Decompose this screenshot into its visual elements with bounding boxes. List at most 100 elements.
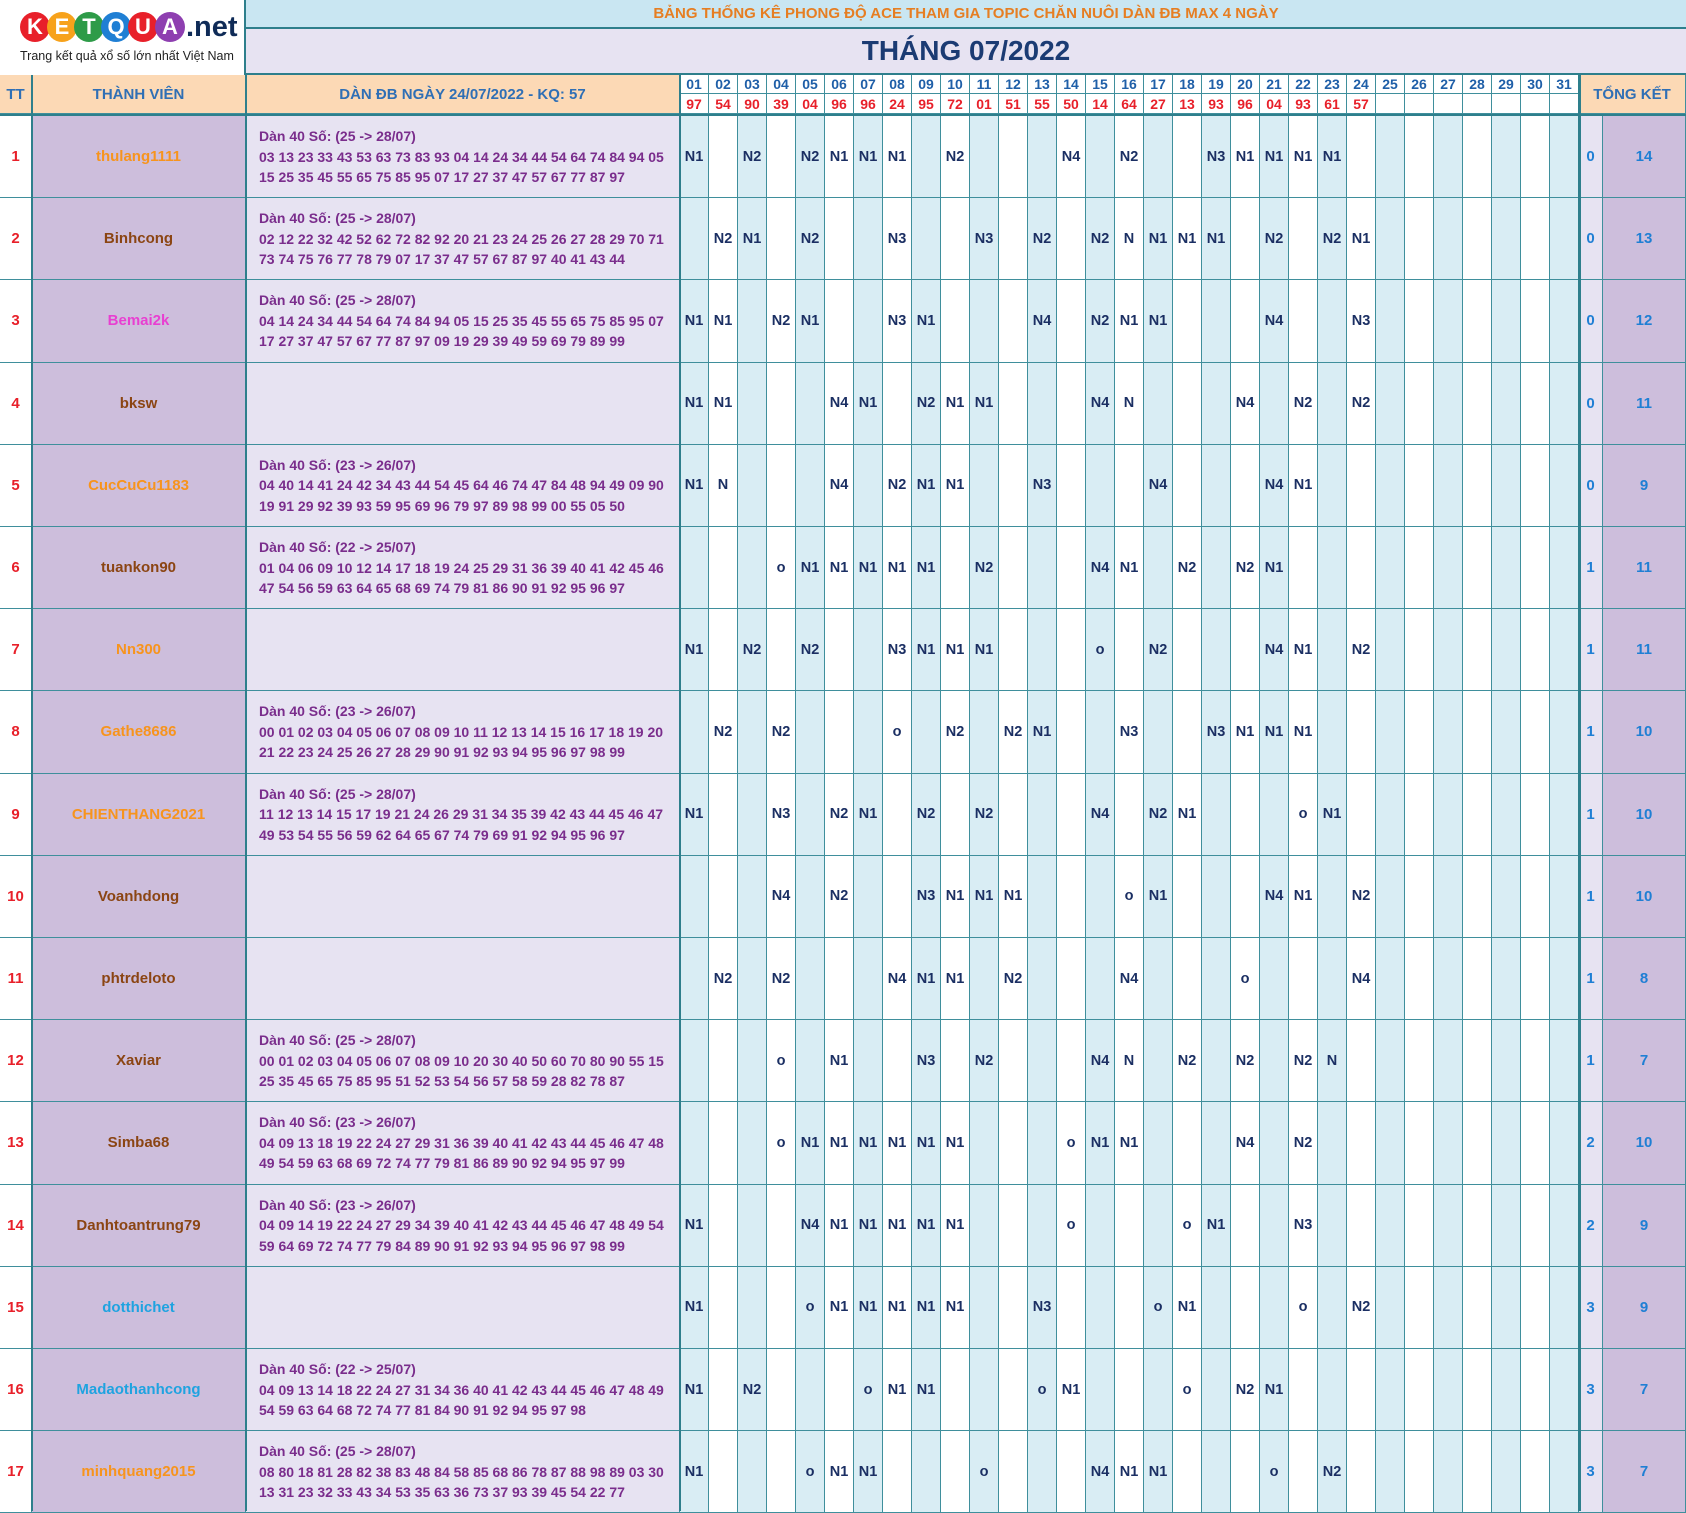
day-cell <box>1086 938 1115 1021</box>
day-cell <box>1173 691 1202 774</box>
dan-numbers: Dàn 40 Số: (22 -> 25/07) 01 04 06 09 10 1… <box>246 527 680 610</box>
member-name[interactable]: Nn300 <box>32 609 246 692</box>
day-cell: N2 <box>1231 527 1260 610</box>
day-cell <box>912 116 941 199</box>
day-cell: N1 <box>854 116 883 199</box>
day-cell <box>825 691 854 774</box>
member-name[interactable]: minhquang2015 <box>32 1431 246 1513</box>
day-cell: N1 <box>912 609 941 692</box>
day-cell: N1 <box>854 1184 883 1267</box>
total-score: 10 <box>1603 773 1686 856</box>
member-name[interactable]: CucCuCu1183 <box>32 444 246 527</box>
day-cell: N1 <box>999 855 1028 938</box>
day-cell <box>1115 773 1144 856</box>
day-cell: N4 <box>1028 280 1057 363</box>
day-cell: o <box>970 1431 999 1513</box>
day-cell: o <box>796 1266 825 1349</box>
member-name[interactable]: phtrdeloto <box>32 938 246 1021</box>
day-cell <box>1231 1266 1260 1349</box>
dan-title: Dàn 40 Số: (25 -> 28/07) <box>259 1032 416 1049</box>
day-cell <box>1231 280 1260 363</box>
banner-title: BẢNG THỐNG KÊ PHONG ĐỘ ACE THAM GIA TOPI… <box>246 0 1686 29</box>
day-result: 39 <box>767 94 796 114</box>
day-result: 55 <box>1028 94 1057 114</box>
day-cell: N3 <box>1028 1266 1057 1349</box>
day-cell: N2 <box>1231 1349 1260 1432</box>
day-cell <box>941 773 970 856</box>
day-cell: N2 <box>738 1349 767 1432</box>
day-result: 93 <box>1202 94 1231 114</box>
day-cell <box>680 198 709 281</box>
day-cell: N1 <box>883 1184 912 1267</box>
day-cell <box>883 362 912 445</box>
day-cell <box>1028 855 1057 938</box>
day-cell <box>941 280 970 363</box>
day-cell <box>767 1184 796 1267</box>
day-cell <box>1086 444 1115 527</box>
day-cell <box>1550 198 1579 281</box>
day-cell <box>1231 198 1260 281</box>
dan-line: 04 09 13 18 19 22 24 27 29 31 36 39 40 4… <box>259 1134 664 1151</box>
member-name[interactable]: tuankon90 <box>32 527 246 610</box>
day-cell: N4 <box>1086 773 1115 856</box>
member-name[interactable]: dotthichet <box>32 1266 246 1349</box>
day-cell <box>1115 1349 1144 1432</box>
day-cell <box>1376 280 1405 363</box>
day-cell: N1 <box>680 773 709 856</box>
day-cell <box>999 1266 1028 1349</box>
member-name[interactable]: Danhtoantrung79 <box>32 1184 246 1267</box>
day-cell <box>1376 1102 1405 1185</box>
day-header: 05 <box>796 75 825 94</box>
day-cell <box>1492 1431 1521 1513</box>
logo[interactable]: K E T Q U A .net Trang kết quả xổ số lớn nhất … <box>0 0 246 76</box>
member-name[interactable]: thulang1111 <box>32 116 246 199</box>
day-cell: N2 <box>1173 1020 1202 1103</box>
day-header: 25 <box>1376 75 1405 94</box>
day-cell <box>1057 444 1086 527</box>
member-name[interactable]: bksw <box>32 362 246 445</box>
member-name[interactable]: CHIENTHANG2021 <box>32 773 246 856</box>
member-name[interactable]: Voanhdong <box>32 855 246 938</box>
day-cell: N1 <box>970 362 999 445</box>
day-cell <box>1376 1184 1405 1267</box>
member-name[interactable]: Binhcong <box>32 198 246 281</box>
day-cell: N1 <box>1289 609 1318 692</box>
day-cell: N1 <box>912 1266 941 1349</box>
day-cell <box>1434 1266 1463 1349</box>
day-cell <box>796 362 825 445</box>
day-cell: o <box>1289 1266 1318 1349</box>
member-name[interactable]: Bemai2k <box>32 280 246 363</box>
day-cell: N1 <box>883 1266 912 1349</box>
row-number: 9 <box>0 773 32 856</box>
day-cell <box>1260 1020 1289 1103</box>
day-cell: N1 <box>825 1102 854 1185</box>
day-header: 20 <box>1231 75 1260 94</box>
day-cell: N1 <box>1202 1184 1231 1267</box>
row-number: 15 <box>0 1266 32 1349</box>
day-cell: N1 <box>854 362 883 445</box>
day-cell <box>970 938 999 1021</box>
day-cell: N1 <box>912 1184 941 1267</box>
day-cell <box>1492 116 1521 199</box>
day-cell <box>912 691 941 774</box>
day-cell <box>709 527 738 610</box>
day-cell: N4 <box>796 1184 825 1267</box>
day-cell <box>999 362 1028 445</box>
day-cell <box>1028 1102 1057 1185</box>
day-cell <box>738 444 767 527</box>
day-cell <box>1144 938 1173 1021</box>
header-total: TỔNG KẾT <box>1579 75 1686 114</box>
day-cell <box>1202 1020 1231 1103</box>
day-cell <box>825 280 854 363</box>
day-cell <box>1347 1349 1376 1432</box>
day-cell: N1 <box>912 444 941 527</box>
day-result: 90 <box>738 94 767 114</box>
day-cell: N1 <box>912 527 941 610</box>
member-name[interactable]: Simba68 <box>32 1102 246 1185</box>
member-name[interactable]: Xaviar <box>32 1020 246 1103</box>
day-cell <box>941 527 970 610</box>
member-name[interactable]: Madaothanhcong <box>32 1349 246 1432</box>
day-cell <box>1028 609 1057 692</box>
member-name[interactable]: Gathe8686 <box>32 691 246 774</box>
day-cell <box>1434 116 1463 199</box>
